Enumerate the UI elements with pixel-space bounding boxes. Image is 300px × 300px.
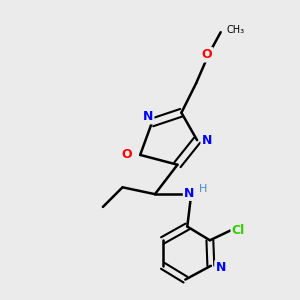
Text: N: N bbox=[202, 134, 212, 147]
Text: CH₃: CH₃ bbox=[226, 25, 245, 35]
Text: O: O bbox=[202, 48, 212, 61]
Text: N: N bbox=[143, 110, 153, 123]
Text: O: O bbox=[121, 148, 132, 161]
Text: H: H bbox=[199, 184, 207, 194]
Text: N: N bbox=[215, 261, 226, 274]
Text: Cl: Cl bbox=[232, 224, 245, 237]
Text: N: N bbox=[184, 187, 194, 200]
